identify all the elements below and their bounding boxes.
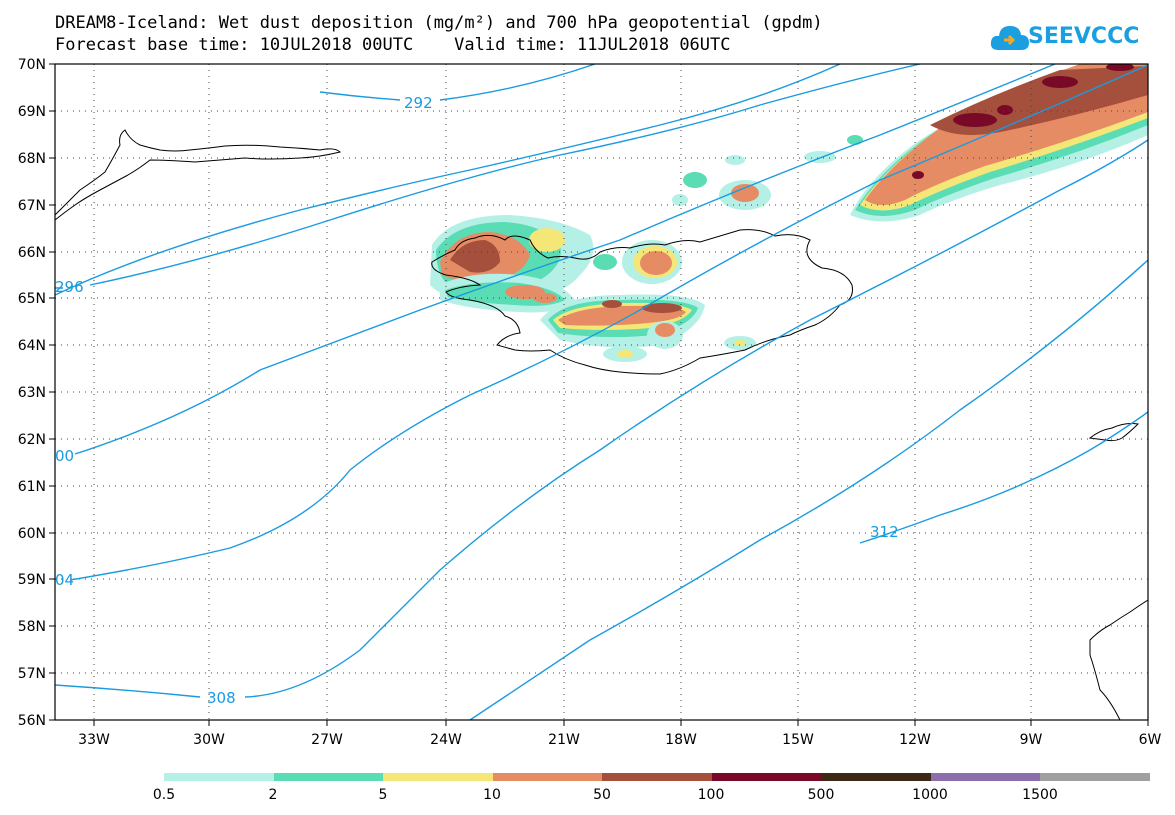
- contour-label: 292: [404, 94, 433, 112]
- dust-zone-south2-orange: [655, 323, 675, 337]
- dust-zone-ne-dark1: [953, 113, 997, 127]
- dust-patch-n7: [725, 155, 745, 165]
- lat-tick-label: 62N: [18, 432, 46, 448]
- dust-zone-ei-orange: [640, 251, 672, 275]
- lon-tick-label: 6W: [1139, 732, 1162, 748]
- lat-tick-label: 58N: [18, 619, 46, 635]
- lat-tick-label: 65N: [18, 291, 46, 307]
- lat-tick-label: 69N: [18, 104, 46, 120]
- lat-tick-label: 60N: [18, 526, 46, 542]
- legend-colorbar: [164, 773, 1150, 781]
- legend-swatch: [164, 773, 274, 781]
- dust-patch-n1: [804, 151, 836, 163]
- legend-label: 0.5: [152, 787, 176, 803]
- lat-tick-label: 63N: [18, 385, 46, 401]
- cloud-icon: [990, 26, 1029, 50]
- legend-label: 1500: [1022, 787, 1058, 803]
- lat-tick-label: 56N: [18, 713, 46, 729]
- iceland-coastline: [431, 229, 853, 375]
- legend-swatch: [1040, 773, 1150, 781]
- lon-tick-label: 21W: [548, 732, 580, 748]
- contour-label: 00: [55, 447, 74, 465]
- legend-swatch: [492, 773, 602, 781]
- lon-tick-label: 33W: [78, 732, 110, 748]
- legend-label: 5: [378, 787, 388, 803]
- contour-304: [69, 64, 1148, 581]
- dust-zone-ne-dark2: [1042, 76, 1078, 88]
- legend-swatch: [821, 773, 931, 781]
- lat-tick-label: 57N: [18, 666, 46, 682]
- scotland-coastline: [1089, 599, 1148, 720]
- dust-zone-south-brown2: [602, 300, 622, 308]
- seevccc-logo: SEEVCCC: [990, 18, 1165, 58]
- lat-tick-label: 67N: [18, 198, 46, 214]
- dust-zone-sw-orange2: [533, 293, 557, 303]
- legend-swatch: [273, 773, 383, 781]
- dust-zone-ne-dark3: [1106, 64, 1134, 71]
- lat-tick-labels: 70N 69N 68N 67N 66N 65N 64N 63N 62N 61N …: [18, 57, 46, 729]
- lat-tick-label: 59N: [18, 572, 46, 588]
- coastlines: [55, 129, 1148, 720]
- lon-tick-label: 12W: [899, 732, 931, 748]
- greenland-coastline: [55, 129, 341, 221]
- map-title: DREAM8-Iceland: Wet dust deposition (mg/…: [55, 13, 823, 33]
- lon-tick-labels: 33W 30W 27W 24W 21W 18W 15W 12W 9W 6W: [78, 732, 1161, 748]
- geopotential-contours: [55, 64, 1148, 720]
- legend-swatch: [602, 773, 712, 781]
- dust-patch-n2: [847, 135, 863, 145]
- contour-300: [74, 64, 1056, 455]
- legend-label: 100: [697, 787, 725, 803]
- contour-312: [859, 411, 1148, 544]
- dust-zone-west-brown: [450, 240, 500, 273]
- dust-zone-south-brown1: [642, 303, 682, 313]
- legend-label: 10: [483, 787, 501, 803]
- lon-tick-label: 27W: [311, 732, 343, 748]
- lon-tick-label: 15W: [782, 732, 814, 748]
- dust-zone-ne-dark4: [997, 105, 1013, 115]
- map-subtitle: Forecast base time: 10JUL2018 00UTC Vali…: [55, 35, 731, 55]
- dust-zone-south3-yellow: [617, 350, 633, 358]
- dust-patch-n4: [731, 184, 759, 202]
- dust-zone-south4-yellow: [734, 340, 746, 346]
- legend-label: 1000: [912, 787, 948, 803]
- legend-swatch: [930, 773, 1040, 781]
- legend-label: 2: [268, 787, 278, 803]
- dust-patch-n5: [683, 172, 707, 188]
- lat-tick-label: 68N: [18, 151, 46, 167]
- logo-text: SEEVCCC: [1028, 24, 1140, 49]
- legend-swatch: [711, 773, 821, 781]
- legend-label: 500: [807, 787, 835, 803]
- faroe-coastline: [1088, 423, 1140, 442]
- legend-swatch: [383, 773, 493, 781]
- contour-label-group: 292 296 00 04 308 312: [55, 94, 899, 707]
- lat-tick-label: 64N: [18, 338, 46, 354]
- contour-296: [55, 64, 921, 289]
- legend-label: 50: [593, 787, 611, 803]
- contour-292-b: [439, 64, 596, 101]
- dust-zone-ne-dark5: [912, 171, 924, 179]
- lat-tick-label: 66N: [18, 245, 46, 261]
- dust-zone-west-yellow: [529, 228, 565, 252]
- contour-label: 04: [55, 571, 74, 589]
- contour-label: 296: [55, 278, 84, 296]
- dust-patch-n6: [672, 194, 688, 206]
- contour-294: [55, 64, 841, 296]
- lon-tick-label: 18W: [665, 732, 697, 748]
- dust-deposition-field: [430, 64, 1148, 362]
- contour-label: 308: [207, 689, 236, 707]
- axis-ticks: [49, 63, 1149, 726]
- contour-308: [469, 259, 1148, 720]
- dust-zone-west-small: [593, 254, 617, 270]
- lat-tick-label: 61N: [18, 479, 46, 495]
- lat-tick-label: 70N: [18, 57, 46, 73]
- lon-tick-label: 9W: [1020, 732, 1043, 748]
- contour-label: 312: [870, 523, 899, 541]
- lon-tick-label: 24W: [430, 732, 462, 748]
- contour-306: [55, 139, 1148, 698]
- lon-tick-label: 30W: [193, 732, 225, 748]
- graticule: [55, 64, 1148, 720]
- contour-292-a: [319, 91, 401, 101]
